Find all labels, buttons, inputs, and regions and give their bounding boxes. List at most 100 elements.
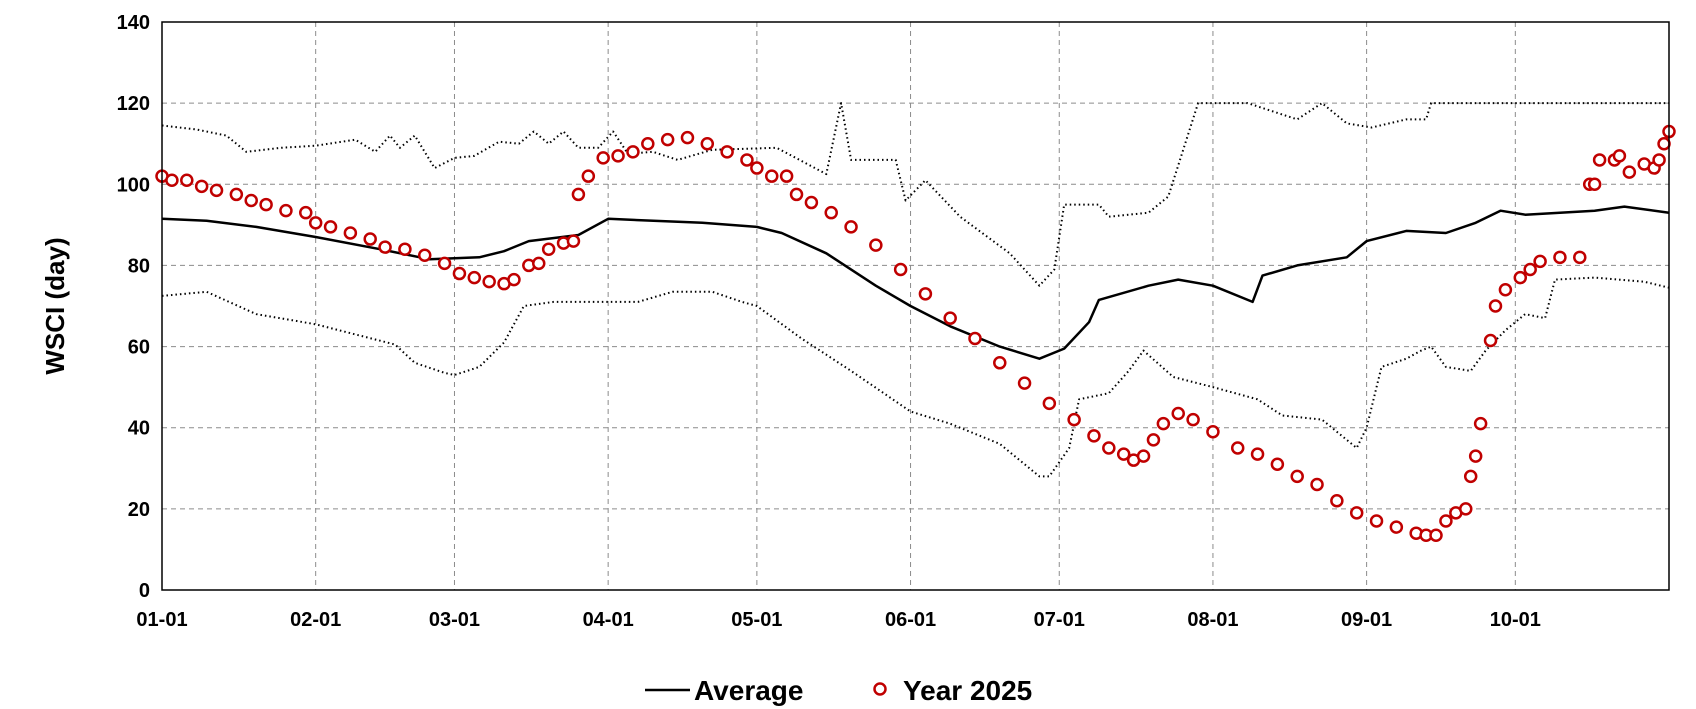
data-point (1468, 449, 1483, 463)
data-point (1290, 469, 1304, 484)
data-point (308, 216, 323, 230)
data-point (918, 287, 933, 301)
data-point (452, 266, 467, 281)
legend: Average Year 2025 (645, 675, 1032, 706)
data-point (1657, 136, 1671, 151)
data-point (1483, 333, 1498, 348)
data-point (1116, 447, 1131, 461)
data-point (571, 187, 586, 202)
data-point (1488, 299, 1503, 313)
data-point (1429, 528, 1443, 542)
data-point (1136, 449, 1151, 463)
data-point (194, 179, 209, 194)
x-tick-label: 02-01 (290, 609, 341, 631)
data-point (1349, 506, 1364, 520)
data-point (1523, 262, 1537, 277)
data-point (1533, 254, 1547, 269)
data-point (507, 272, 521, 287)
data-point (740, 153, 754, 167)
legend-average-label: Average (694, 675, 803, 706)
data-point (1102, 441, 1116, 455)
data-point (1270, 457, 1285, 471)
data-point (209, 183, 224, 198)
data-point (398, 242, 412, 256)
data-point (1498, 283, 1513, 297)
data-point (1513, 270, 1528, 285)
data-point (581, 169, 596, 183)
data-point (437, 256, 452, 271)
data-point (869, 238, 883, 252)
data-point (1067, 412, 1081, 427)
data-point (244, 193, 258, 208)
data-point (893, 262, 908, 277)
data-point (700, 136, 715, 151)
data-point (1553, 250, 1567, 265)
data-point (943, 311, 957, 325)
data-point (968, 331, 982, 346)
data-point (229, 187, 244, 202)
data-point (1652, 153, 1666, 167)
y-tick-label: 40 (128, 418, 150, 440)
data-point (279, 203, 293, 218)
x-tick-label: 10-01 (1490, 609, 1541, 631)
data-point (844, 220, 858, 234)
y-tick-label: 140 (117, 12, 150, 34)
data-point (720, 145, 734, 159)
x-tick-label: 03-01 (429, 609, 480, 631)
data-point (779, 169, 794, 183)
y-tick-label: 120 (117, 93, 150, 115)
data-point (165, 173, 179, 187)
data-point (1146, 433, 1161, 447)
data-point (363, 232, 377, 246)
data-point (611, 149, 625, 163)
data-point (467, 270, 482, 285)
data-point (1310, 477, 1324, 492)
data-point (1186, 412, 1200, 427)
data-point (299, 205, 313, 220)
x-tick-label: 04-01 (583, 609, 634, 631)
data-point (417, 248, 432, 263)
x-tick-label: 09-01 (1341, 609, 1392, 631)
data-point (378, 240, 392, 254)
data-point (1592, 153, 1607, 167)
series-average-line (161, 205, 1670, 360)
data-point (1206, 425, 1220, 439)
data-point (1156, 416, 1171, 431)
y-tick-label: 80 (128, 255, 150, 277)
data-point (180, 173, 194, 187)
tick-labels: 0 20 40 60 80 100 120 140 01-01 02-01 03-01 04-01 05… (117, 12, 1541, 631)
data-point (750, 161, 764, 175)
data-point (541, 242, 556, 256)
x-tick-label: 07-01 (1034, 609, 1085, 631)
data-point (1439, 514, 1453, 528)
data-point (1389, 520, 1404, 534)
data-point (1369, 514, 1384, 528)
y-tick-label: 20 (128, 499, 150, 521)
data-point (1017, 376, 1032, 390)
data-point (1573, 250, 1587, 265)
data-point (641, 136, 655, 151)
x-tick-label: 01-01 (136, 609, 187, 631)
data-point (566, 234, 581, 248)
data-point (626, 145, 640, 159)
data-point (1171, 406, 1185, 421)
data-point (1042, 396, 1057, 411)
plot-border (161, 21, 1670, 591)
data-point (1087, 429, 1101, 443)
y-tick-label: 0 (139, 580, 150, 602)
x-tick-label: 06-01 (885, 609, 936, 631)
data-point (680, 130, 695, 145)
series-year-2025 (155, 124, 1676, 542)
data-point (1612, 149, 1627, 163)
data-point (1250, 447, 1265, 461)
data-point (1330, 493, 1344, 508)
data-point (764, 169, 779, 183)
data-point (596, 151, 610, 165)
data-point (1473, 416, 1488, 431)
x-tick-label: 08-01 (1187, 609, 1238, 631)
data-point (660, 132, 675, 147)
y-axis-title: WSCI (day) (40, 237, 70, 374)
x-tick-label: 05-01 (731, 609, 782, 631)
data-point (1622, 165, 1637, 179)
